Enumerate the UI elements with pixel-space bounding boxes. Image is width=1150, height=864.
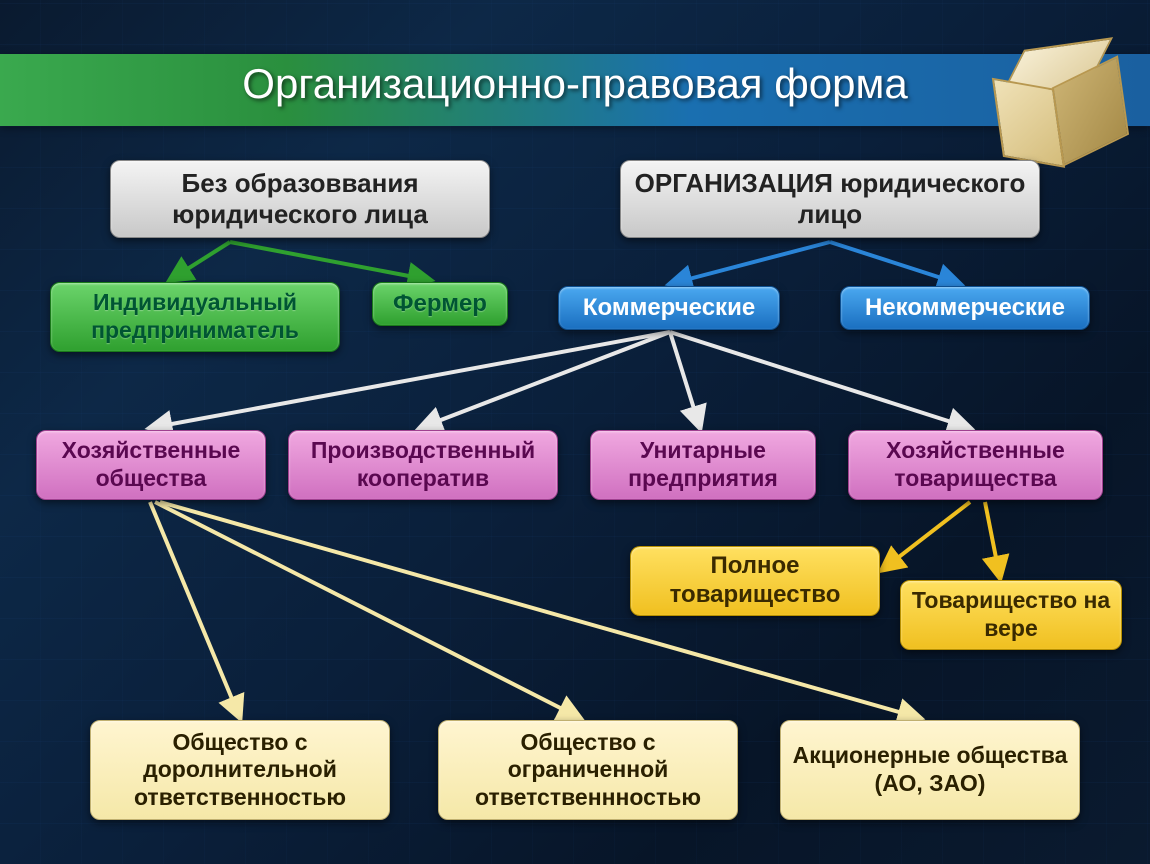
node-blue_comm: Коммерческие bbox=[558, 286, 780, 330]
node-gray_left: Без образоввания юридического лица bbox=[110, 160, 490, 238]
node-gray_right: ОРГАНИЗАЦИЯ юридического лицо bbox=[620, 160, 1040, 238]
node-cream_ao: Акционерные общества (АО, ЗАО) bbox=[780, 720, 1080, 820]
node-gold_full: Полное товарищество bbox=[630, 546, 880, 616]
node-green_ip: Индивидуальный предприниматель bbox=[50, 282, 340, 352]
slide-title: Организационно-правовая форма bbox=[0, 60, 1150, 108]
node-blue_ncomm: Некоммерческие bbox=[840, 286, 1090, 330]
node-cream_ogr: Общество с ограниченной ответственнность… bbox=[438, 720, 738, 820]
node-pink_tov: Хозяйственные товарищества bbox=[848, 430, 1103, 500]
node-pink_hoz: Хозяйственные общества bbox=[36, 430, 266, 500]
node-cream_dop: Общество с доролнительной ответственност… bbox=[90, 720, 390, 820]
node-green_farm: Фермер bbox=[372, 282, 508, 326]
node-pink_prod: Производственный кооператив bbox=[288, 430, 558, 500]
node-gold_faith: Товарищество на вере bbox=[900, 580, 1122, 650]
node-pink_unit: Унитарные предприятия bbox=[590, 430, 816, 500]
